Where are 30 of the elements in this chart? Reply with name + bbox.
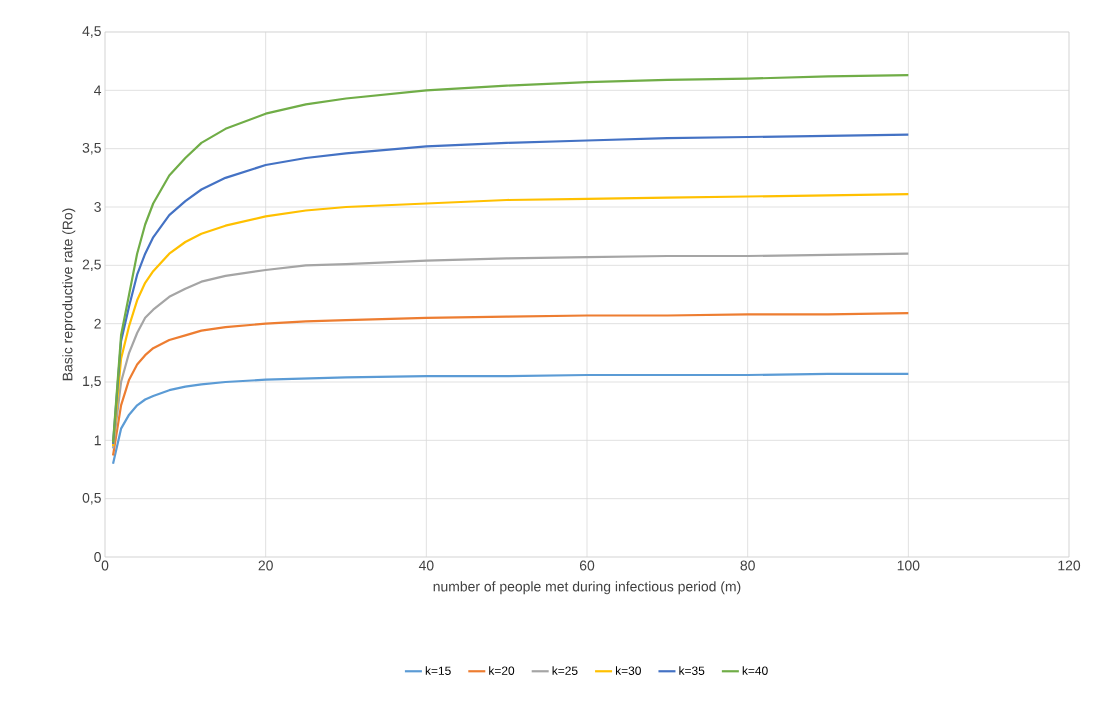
legend-label: k=20 <box>489 666 515 675</box>
y-tick-label: 2,5 <box>82 259 101 272</box>
y-tick-label: 1 <box>94 435 101 446</box>
line-series <box>111 193 910 448</box>
y-axis-title: Basic reproductive rate (Ro) <box>62 208 76 381</box>
y-tick-label: 0 <box>94 552 101 562</box>
legend-label: k=30 <box>615 666 641 675</box>
line-series <box>111 312 910 457</box>
y-tick-label: 3,5 <box>82 142 101 155</box>
x-axis-title: number of people met during infectious period (m) <box>433 581 741 595</box>
line-series <box>111 252 910 450</box>
y-tick-label: 3 <box>94 202 101 212</box>
y-tick-label: 4,5 <box>82 26 101 38</box>
y-tick-label: 0,5 <box>82 492 101 505</box>
x-tick-label: 0 <box>101 560 109 571</box>
y-tick-label: 4 <box>94 85 102 96</box>
x-tick-label: 60 <box>579 560 595 571</box>
legend-label: k=40 <box>742 666 768 675</box>
x-tick-label: 40 <box>418 560 434 571</box>
y-tick-label: 2 <box>94 318 101 329</box>
x-tick-label: 100 <box>897 560 920 571</box>
x-tick-label: 120 <box>1058 560 1081 571</box>
line-series <box>111 133 910 445</box>
legend-label: k=15 <box>425 666 451 675</box>
line-series <box>111 74 910 444</box>
legend-label: k=25 <box>552 666 578 675</box>
x-tick-label: 20 <box>258 560 273 571</box>
legend-label: k=35 <box>679 666 705 675</box>
x-tick-label: 80 <box>740 560 755 571</box>
y-tick-label: 1,5 <box>83 376 101 388</box>
